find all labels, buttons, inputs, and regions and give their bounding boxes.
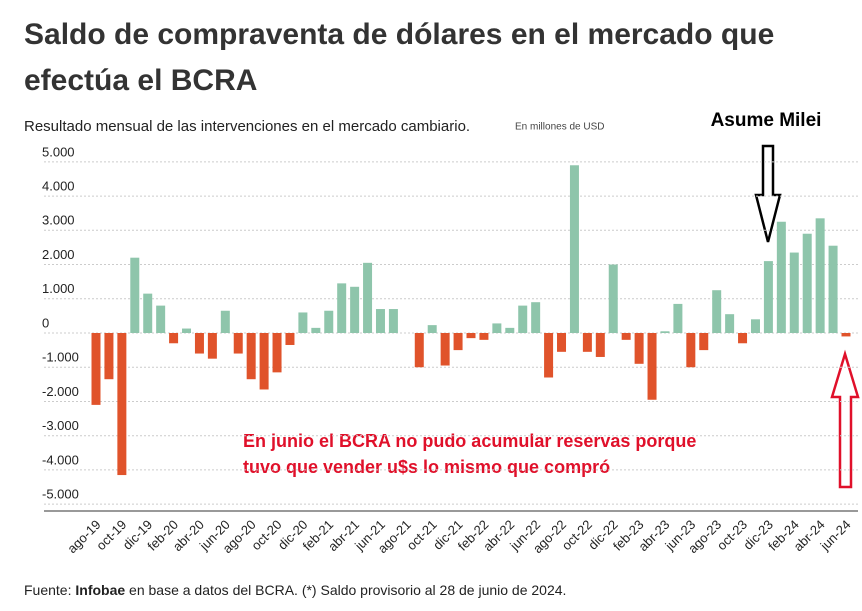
bar bbox=[182, 328, 192, 333]
bar bbox=[350, 286, 360, 333]
bar bbox=[815, 218, 825, 333]
bar bbox=[479, 333, 489, 340]
bar bbox=[337, 283, 347, 333]
y-tick-label: 3.000 bbox=[42, 213, 75, 228]
bar bbox=[259, 333, 269, 390]
bar bbox=[169, 333, 179, 344]
bar bbox=[375, 309, 385, 333]
bar bbox=[802, 233, 812, 333]
bar bbox=[156, 305, 166, 333]
y-tick-label: 1.000 bbox=[42, 281, 75, 296]
subtitle: Resultado mensual de las intervenciones … bbox=[24, 118, 470, 135]
bar bbox=[453, 333, 463, 351]
bar bbox=[298, 312, 308, 333]
bar bbox=[505, 327, 515, 333]
bar bbox=[91, 333, 101, 405]
bar bbox=[117, 333, 127, 476]
bar bbox=[414, 333, 424, 368]
y-tick-label: 2.000 bbox=[42, 247, 75, 262]
bar bbox=[725, 314, 735, 333]
bar bbox=[388, 309, 398, 333]
y-tick-label: -3.000 bbox=[42, 418, 79, 433]
y-tick-label: 5.000 bbox=[42, 144, 75, 159]
annotation: tuvo que vender u$s lo mismo que compró bbox=[243, 457, 610, 477]
bar bbox=[582, 333, 592, 352]
bar bbox=[427, 325, 437, 333]
bar bbox=[233, 333, 243, 354]
bar bbox=[750, 319, 760, 333]
bar bbox=[143, 293, 153, 333]
bar bbox=[647, 333, 657, 400]
y-tick-label: 0 bbox=[42, 315, 49, 330]
y-tick-label: -4.000 bbox=[42, 452, 79, 467]
source-text: Fuente: bbox=[24, 582, 75, 598]
bar bbox=[634, 333, 644, 364]
bar bbox=[531, 302, 541, 333]
bar bbox=[311, 327, 321, 333]
bar bbox=[272, 333, 282, 373]
bar bbox=[440, 333, 450, 366]
bar bbox=[776, 221, 786, 333]
y-tick-label: -1.000 bbox=[42, 350, 79, 365]
source: Fuente: Infobae en base a datos del BCRA… bbox=[24, 582, 566, 598]
bar bbox=[492, 323, 502, 333]
arrow bbox=[830, 349, 860, 489]
bar bbox=[194, 333, 204, 354]
bar bbox=[544, 333, 554, 378]
bar bbox=[557, 333, 567, 352]
bar bbox=[621, 333, 631, 340]
bar bbox=[285, 333, 295, 345]
annotation: Asume Milei bbox=[711, 110, 822, 131]
bar bbox=[763, 261, 773, 333]
bar bbox=[712, 290, 722, 333]
bar bbox=[207, 333, 217, 359]
x-tick-label: ago-19 bbox=[64, 517, 103, 556]
chart-title: Saldo de compraventa de dólares en el me… bbox=[24, 18, 775, 97]
bar bbox=[686, 333, 696, 368]
bar bbox=[569, 165, 579, 333]
bar bbox=[841, 333, 851, 337]
bar bbox=[246, 333, 256, 380]
bar bbox=[324, 310, 334, 333]
bar bbox=[466, 333, 476, 339]
unit-note: En millones de USD bbox=[515, 122, 604, 133]
annotation: En junio el BCRA no pudo acumular reserv… bbox=[243, 431, 696, 451]
bar bbox=[363, 262, 373, 333]
bar bbox=[699, 333, 709, 351]
bar bbox=[660, 331, 670, 333]
bar bbox=[738, 333, 748, 344]
bar bbox=[130, 257, 140, 333]
y-tick-label: -5.000 bbox=[42, 487, 79, 502]
bar bbox=[220, 310, 230, 333]
y-tick-label: 4.000 bbox=[42, 179, 75, 194]
bar bbox=[518, 305, 528, 333]
arrow bbox=[754, 144, 782, 243]
bar bbox=[608, 264, 618, 333]
bar bbox=[673, 303, 683, 333]
bar bbox=[595, 333, 605, 357]
bar bbox=[828, 245, 838, 333]
source-text: Infobae bbox=[75, 582, 125, 598]
source-text: en base a datos del BCRA. (*) Saldo prov… bbox=[125, 582, 566, 598]
bar bbox=[789, 252, 799, 333]
y-tick-label: -2.000 bbox=[42, 384, 79, 399]
bar bbox=[104, 333, 114, 380]
